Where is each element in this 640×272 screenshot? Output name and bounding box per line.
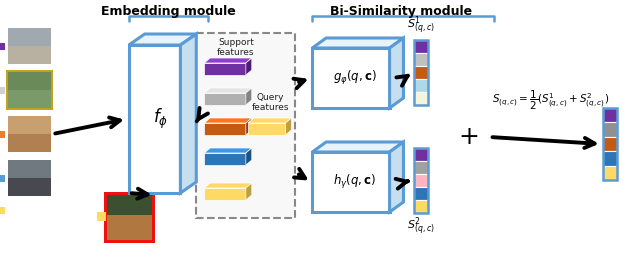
Polygon shape	[129, 45, 180, 193]
Bar	[0, 175, 5, 182]
Bar	[414, 79, 428, 92]
Polygon shape	[204, 148, 252, 153]
Bar	[414, 161, 428, 174]
Bar	[6, 70, 52, 110]
Bar	[0, 131, 5, 138]
Bar	[107, 215, 152, 240]
Bar	[8, 116, 51, 134]
Polygon shape	[246, 88, 252, 105]
Bar	[414, 187, 428, 200]
Text: $h_{\gamma}(q, \mathbf{c})$: $h_{\gamma}(q, \mathbf{c})$	[333, 173, 377, 191]
Polygon shape	[312, 142, 403, 152]
Bar	[414, 92, 428, 105]
Bar	[603, 122, 616, 137]
Polygon shape	[204, 123, 246, 135]
Text: Query
features: Query features	[252, 93, 289, 112]
Text: $S^{2}_{(q,c)}$: $S^{2}_{(q,c)}$	[408, 216, 435, 238]
Bar	[603, 166, 616, 180]
Polygon shape	[204, 188, 246, 200]
Polygon shape	[204, 153, 246, 165]
Bar	[8, 46, 51, 64]
Polygon shape	[285, 118, 291, 135]
Polygon shape	[180, 34, 196, 193]
Bar	[414, 53, 428, 66]
Polygon shape	[204, 88, 252, 93]
Polygon shape	[248, 118, 291, 123]
Bar	[8, 160, 51, 178]
Polygon shape	[204, 63, 246, 75]
Polygon shape	[129, 34, 196, 45]
Polygon shape	[204, 58, 252, 63]
Bar	[603, 108, 616, 122]
Polygon shape	[246, 118, 252, 135]
Polygon shape	[246, 183, 252, 200]
Bar	[414, 40, 428, 105]
Bar	[8, 90, 51, 108]
Bar	[97, 212, 106, 221]
Text: $+$: $+$	[458, 125, 478, 149]
Polygon shape	[390, 38, 403, 108]
Polygon shape	[204, 93, 246, 105]
Polygon shape	[204, 183, 252, 188]
Bar	[8, 134, 51, 152]
Bar	[414, 174, 428, 187]
Polygon shape	[204, 118, 252, 123]
Text: $g_{\varphi}(q, \mathbf{c})$: $g_{\varphi}(q, \mathbf{c})$	[333, 69, 377, 87]
Text: Embedding module: Embedding module	[101, 5, 236, 18]
Bar	[0, 43, 5, 50]
Polygon shape	[312, 48, 390, 108]
Bar	[0, 87, 5, 94]
Bar	[414, 200, 428, 213]
Bar	[8, 28, 51, 46]
Bar	[414, 40, 428, 53]
Bar	[8, 72, 51, 90]
Text: Support
features: Support features	[217, 38, 255, 57]
Polygon shape	[246, 148, 252, 165]
Bar	[104, 192, 155, 243]
Bar	[414, 148, 428, 161]
Bar	[603, 151, 616, 166]
Bar	[196, 33, 296, 218]
Text: $f_{\phi}$: $f_{\phi}$	[154, 107, 168, 131]
Polygon shape	[312, 152, 390, 212]
Polygon shape	[312, 38, 403, 48]
Bar	[107, 195, 152, 215]
Bar	[603, 108, 616, 180]
Text: $S_{(q,c)}=\dfrac{1}{2}(S^{1}_{(q,c)}+S^{2}_{(q,c)})$: $S_{(q,c)}=\dfrac{1}{2}(S^{1}_{(q,c)}+S^…	[492, 88, 609, 112]
Polygon shape	[248, 123, 285, 135]
Polygon shape	[390, 142, 403, 212]
Text: Bi-Similarity module: Bi-Similarity module	[330, 5, 472, 18]
Bar	[8, 178, 51, 196]
Text: $S^{1}_{(q,c)}$: $S^{1}_{(q,c)}$	[408, 15, 435, 37]
Polygon shape	[246, 58, 252, 75]
Bar	[414, 66, 428, 79]
Bar	[414, 148, 428, 213]
Bar	[0, 207, 5, 214]
Bar	[603, 137, 616, 151]
